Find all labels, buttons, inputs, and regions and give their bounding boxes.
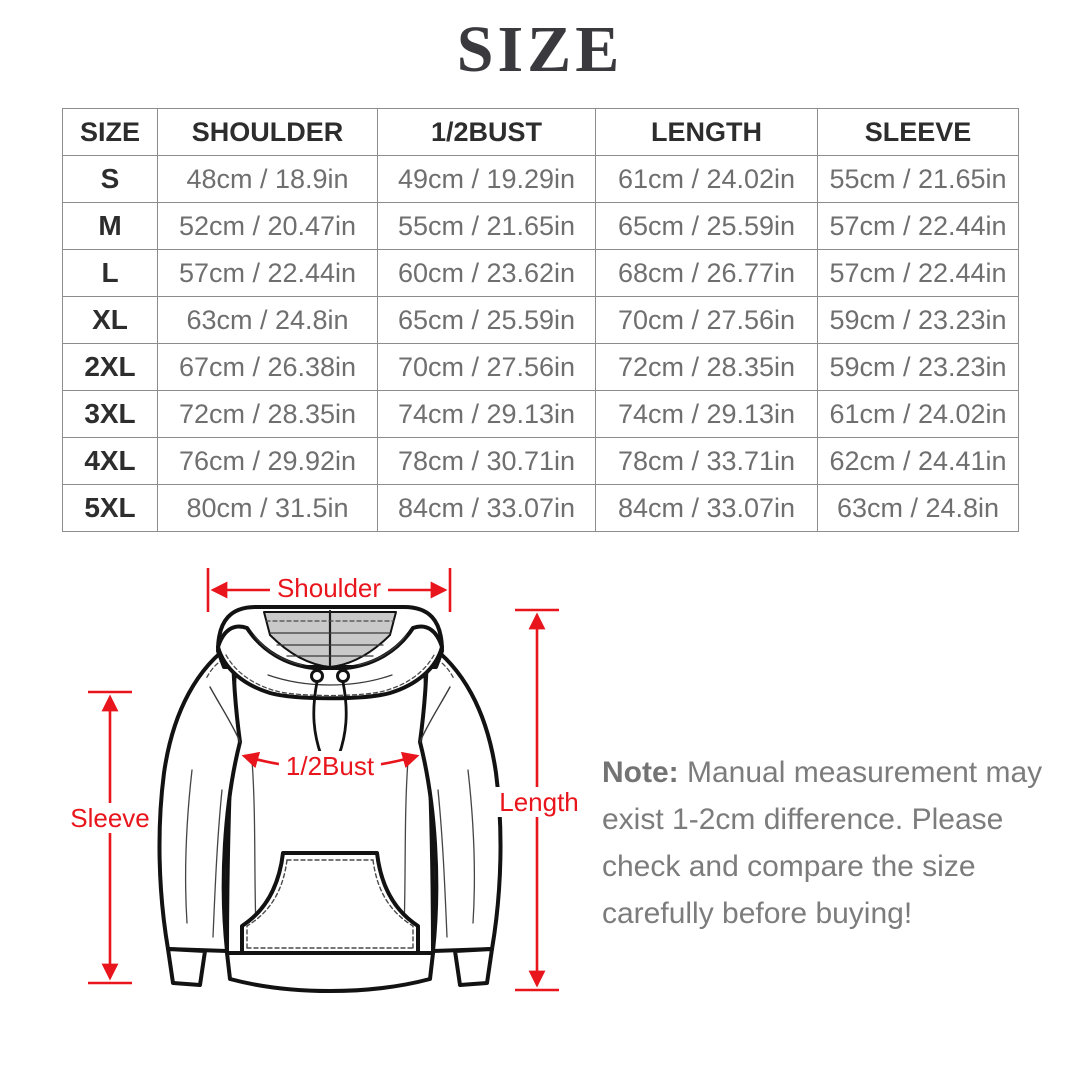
- measurement-cell: 70cm / 27.56in: [377, 343, 596, 391]
- measurement-cell: 78cm / 33.71in: [595, 437, 818, 485]
- measurement-cell: 65cm / 25.59in: [377, 296, 596, 344]
- size-diagram: Shoulder 1/2Bust Sleeve Length: [40, 555, 600, 1075]
- measurement-cell: 49cm / 19.29in: [377, 155, 596, 203]
- half-bust-measure-label: 1/2Bust: [278, 751, 382, 781]
- measurement-cell: 72cm / 28.35in: [595, 343, 818, 391]
- measurement-cell: 65cm / 25.59in: [595, 202, 818, 250]
- measurement-cell: 63cm / 24.8in: [817, 484, 1019, 532]
- measurement-cell: 60cm / 23.62in: [377, 249, 596, 297]
- size-chart-table: SIZE SHOULDER 1/2BUST LENGTH SLEEVE S 48cm / …: [62, 108, 1019, 532]
- table-row: 3XL 72cm / 28.35in 74cm / 29.13in 74cm / 29…: [62, 390, 1019, 438]
- measurement-cell: 62cm / 24.41in: [817, 437, 1019, 485]
- measurement-cell: 52cm / 20.47in: [157, 202, 378, 250]
- table-row: L 57cm / 22.44in 60cm / 23.62in 68cm / 26.7…: [62, 249, 1019, 297]
- measurement-cell: 57cm / 22.44in: [157, 249, 378, 297]
- measurement-cell: 59cm / 23.23in: [817, 296, 1019, 344]
- size-table-body: S 48cm / 18.9in 49cm / 19.29in 61cm / 24.02…: [62, 155, 1019, 532]
- column-header: SHOULDER: [157, 108, 378, 156]
- size-label-cell: 2XL: [62, 343, 158, 391]
- measurement-cell: 80cm / 31.5in: [157, 484, 378, 532]
- sleeve-measure-label: Sleeve: [63, 803, 157, 833]
- length-measure-label: Length: [492, 787, 586, 817]
- measurement-cell: 76cm / 29.92in: [157, 437, 378, 485]
- table-row: 5XL 80cm / 31.5in 84cm / 33.07in 84cm / 33.…: [62, 484, 1019, 532]
- measurement-cell: 84cm / 33.07in: [595, 484, 818, 532]
- table-row: S 48cm / 18.9in 49cm / 19.29in 61cm / 24.02…: [62, 155, 1019, 203]
- measurement-note: Note: Manual measurement may exist 1-2cm…: [602, 749, 1052, 937]
- measurement-cell: 78cm / 30.71in: [377, 437, 596, 485]
- size-label-cell: M: [62, 202, 158, 250]
- measurement-cell: 61cm / 24.02in: [817, 390, 1019, 438]
- size-label-cell: 4XL: [62, 437, 158, 485]
- size-label-cell: L: [62, 249, 158, 297]
- table-row: M 52cm / 20.47in 55cm / 21.65in 65cm / 25.5…: [62, 202, 1019, 250]
- size-label-cell: 3XL: [62, 390, 158, 438]
- table-row: XL 63cm / 24.8in 65cm / 25.59in 70cm / 27.5…: [62, 296, 1019, 344]
- measurement-cell: 74cm / 29.13in: [595, 390, 818, 438]
- measurement-cell: 59cm / 23.23in: [817, 343, 1019, 391]
- measurement-cell: 84cm / 33.07in: [377, 484, 596, 532]
- note-label: Note:: [602, 756, 679, 789]
- measurement-cell: 74cm / 29.13in: [377, 390, 596, 438]
- size-table-header-row: SIZE SHOULDER 1/2BUST LENGTH SLEEVE: [62, 108, 1019, 156]
- table-row: 4XL 76cm / 29.92in 78cm / 30.71in 78cm / 33…: [62, 437, 1019, 485]
- measurement-cell: 63cm / 24.8in: [157, 296, 378, 344]
- measurement-cell: 72cm / 28.35in: [157, 390, 378, 438]
- hood: [216, 605, 444, 669]
- left-cuff: [166, 947, 207, 987]
- hoodie-illustration: [88, 568, 559, 993]
- measurement-cell: 55cm / 21.65in: [377, 202, 596, 250]
- measurement-cell: 70cm / 27.56in: [595, 296, 818, 344]
- shoulder-measure-label: Shoulder: [269, 573, 389, 603]
- measurement-cell: 67cm / 26.38in: [157, 343, 378, 391]
- column-header: SIZE: [62, 108, 158, 156]
- column-header: SLEEVE: [817, 108, 1019, 156]
- measurement-cell: 57cm / 22.44in: [817, 202, 1019, 250]
- measurement-cell: 57cm / 22.44in: [817, 249, 1019, 297]
- column-header: 1/2BUST: [377, 108, 596, 156]
- table-row: 2XL 67cm / 26.38in 70cm / 27.56in 72cm / 28…: [62, 343, 1019, 391]
- note-text: Manual measurement may exist 1-2cm diffe…: [602, 756, 1043, 930]
- size-label-cell: 5XL: [62, 484, 158, 532]
- hoodie-drawing: [157, 605, 503, 993]
- hem-band: [225, 951, 435, 993]
- measurement-cell: 55cm / 21.65in: [817, 155, 1019, 203]
- right-cuff: [453, 947, 494, 987]
- column-header: LENGTH: [595, 108, 818, 156]
- size-label-cell: S: [62, 155, 158, 203]
- measurement-cell: 48cm / 18.9in: [157, 155, 378, 203]
- measurement-cell: 68cm / 26.77in: [595, 249, 818, 297]
- size-label-cell: XL: [62, 296, 158, 344]
- measurement-cell: 61cm / 24.02in: [595, 155, 818, 203]
- page-title: SIZE: [456, 13, 624, 86]
- cowl-collar: [216, 624, 444, 701]
